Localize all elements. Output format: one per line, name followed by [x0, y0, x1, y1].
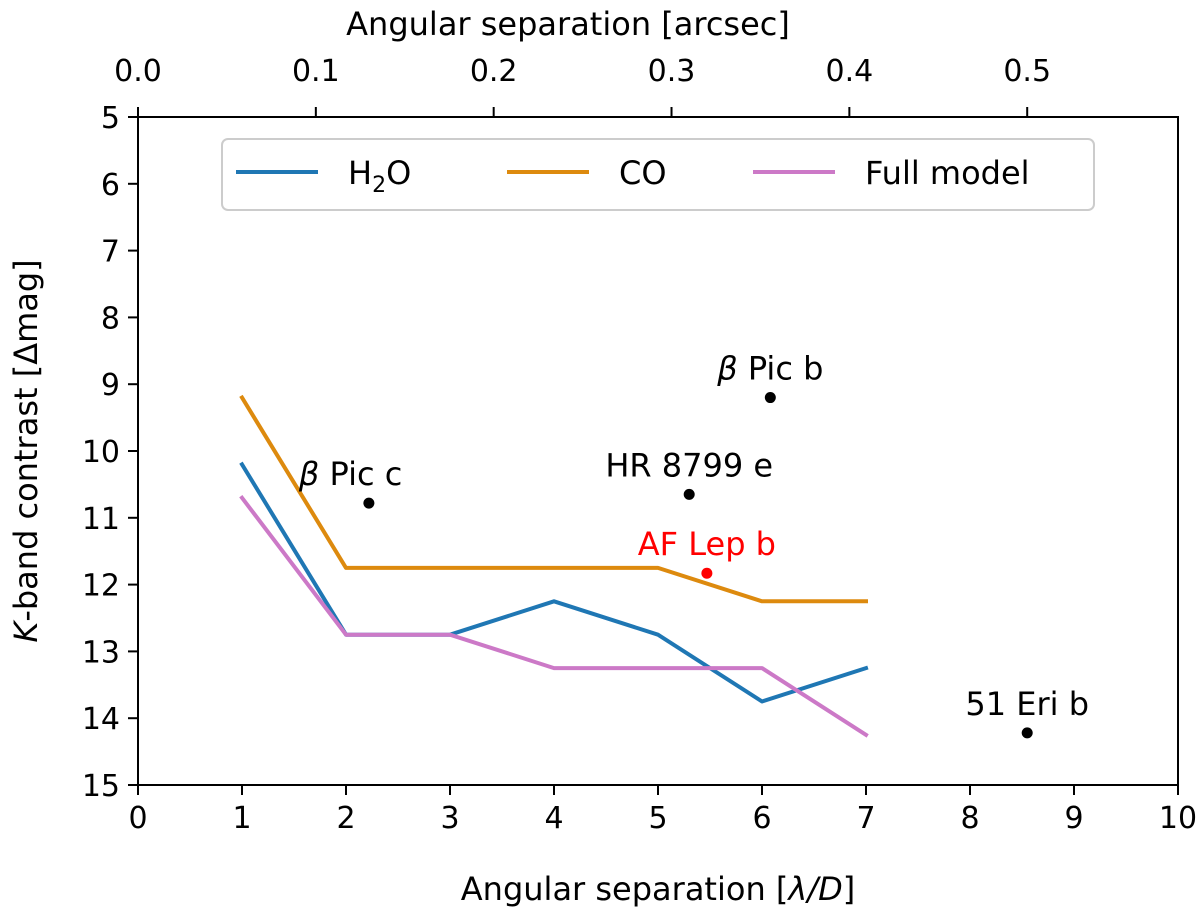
y-tick-label: 6	[101, 168, 120, 203]
x-tick-label: 7	[856, 801, 875, 836]
x-tick-label: 9	[1064, 801, 1083, 836]
series-line-full-model	[239, 494, 869, 738]
x-tick-label: 1	[232, 801, 251, 836]
planet-label: β Pic b	[716, 350, 823, 388]
legend: H2O CO Full model	[221, 138, 1095, 211]
y-tick-label: 9	[101, 368, 120, 403]
top-tick-label: 0.2	[470, 54, 518, 89]
legend-entry: CO	[619, 154, 667, 192]
y-tick-label: 7	[101, 235, 120, 270]
planet-label: 51 Eri b	[965, 685, 1089, 723]
x-tick-label: 0	[128, 801, 147, 836]
top-tick-label: 0.0	[114, 54, 162, 89]
y-tick-label: 12	[82, 569, 120, 604]
y-tick-label: 14	[82, 702, 120, 737]
x-tick-label: 3	[440, 801, 459, 836]
y-tick-label: 8	[101, 301, 120, 336]
y-tick-label: 10	[82, 435, 120, 470]
y-tick-label: 11	[82, 502, 120, 537]
planet-label: β Pic c	[298, 455, 402, 493]
legend-box	[221, 138, 1095, 211]
annotations-layer: β Pic b β Pic c HR 8799 e AF Lep b 51 Eri b	[298, 350, 1089, 739]
top-tick-label: 0.5	[1003, 54, 1051, 89]
legend-entry: H2O	[348, 154, 411, 198]
planet-point	[1021, 727, 1033, 739]
top-tick-label: 0.1	[292, 54, 340, 89]
planet-point	[363, 497, 375, 509]
top-tick-label: 0.3	[648, 54, 696, 89]
series-layer	[239, 394, 869, 738]
top-axis-label: Angular separation [arcsec]	[346, 5, 790, 43]
planet-label: HR 8799 e	[605, 446, 773, 484]
x-tick-label: 8	[960, 801, 979, 836]
planet-point	[764, 392, 776, 404]
x-tick-label: 4	[544, 801, 563, 836]
series-line-h2o	[239, 461, 869, 704]
x-tick-label: 2	[336, 801, 355, 836]
x-tick-label: 10	[1159, 801, 1197, 836]
y-tick-label: 15	[82, 769, 120, 804]
y-tick-label: 13	[82, 635, 120, 670]
series-line-co	[239, 394, 868, 604]
x-tick-label: 5	[648, 801, 667, 836]
planet-point	[683, 488, 695, 500]
y-axis-label: K-band contrast [Δmag]	[7, 259, 45, 642]
legend-entry: Full model	[865, 154, 1030, 192]
planet-point	[701, 567, 713, 579]
y-tick-label: 5	[101, 101, 120, 136]
planet-label: AF Lep b	[638, 525, 776, 563]
x-tick-label: 6	[752, 801, 771, 836]
top-tick-label: 0.4	[826, 54, 874, 89]
x-axis-label: Angular separation [λ/D]	[461, 870, 855, 908]
